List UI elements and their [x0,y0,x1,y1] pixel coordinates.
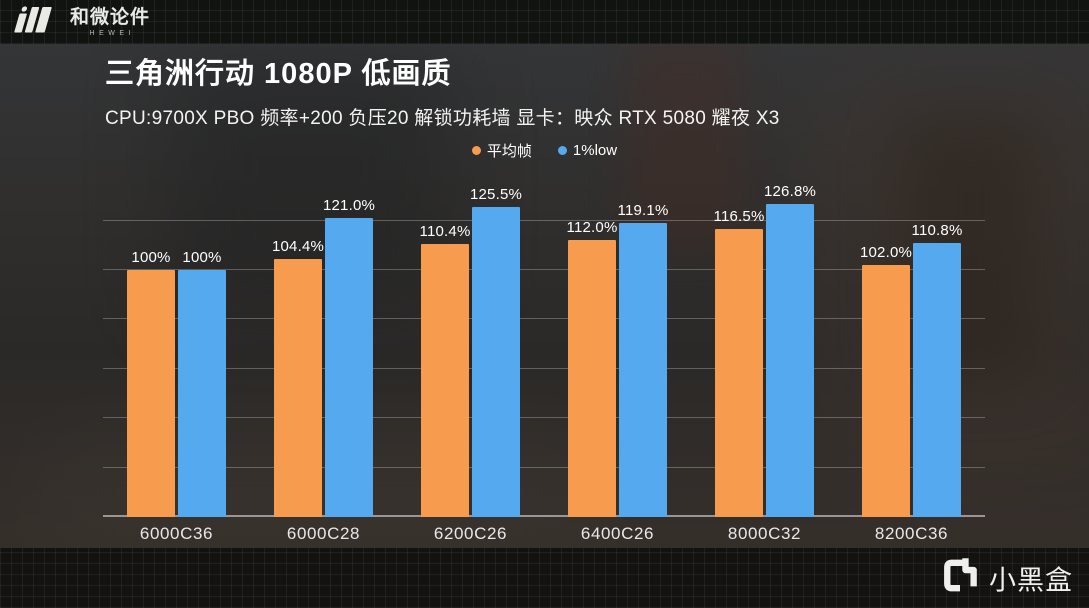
bar-avg: 116.5% [714,208,764,517]
bar-value-label: 110.8% [911,222,963,240]
bar-value-label: 126.8% [763,182,817,200]
gridline [103,318,985,320]
bar-low: 110.8% [912,222,962,517]
chart-title: 三角洲行动 1080P 低画质 [105,58,452,90]
bar-low: 125.5% [470,186,522,517]
top-banner: 和微论件 HEWEI [0,0,1089,44]
gridline [103,417,985,419]
legend-dot-low [557,146,567,155]
bar-value-label: 119.1% [617,201,669,219]
bar-value-label: 116.5% [713,208,765,226]
bar-value-label: 112.0% [566,219,618,237]
bar-low: 126.8% [764,183,816,517]
bar-avg: 102.0% [860,244,912,517]
bar-value-label: 102.0% [859,244,913,262]
watermark: 小黑盒 [940,556,1073,601]
gridline [103,466,985,468]
bar-group: 102.0% 110.8% 8200C36 [838,190,985,543]
chart-plot: 100% 100% 6000C36 104.4% 121.0% 6000C28 110.4%… [103,183,985,543]
bar-avg: 110.4% [420,223,470,517]
gridline [103,269,985,270]
heybox-logo-icon [940,556,980,601]
bar-group: 116.5% 126.8% 8000C32 [691,183,838,543]
x-axis-label: 6400C26 [580,524,655,543]
chart-legend: 平均帧 1%low [0,140,1089,161]
x-axis-label: 6000C36 [139,524,214,543]
chart-subtitle: CPU:9700X PBO 频率+200 负压20 解锁功耗墙 显卡：映众 RT… [105,108,780,129]
bar-value-label: 100% [182,249,222,266]
bar-value-label: 110.4% [419,223,471,241]
bar-low: 100% [178,249,226,517]
gridline [103,367,985,369]
legend-label-low: 1%low [572,142,618,159]
watermark-name: 小黑盒 [989,565,1073,596]
bottom-banner: 小黑盒 [0,548,1089,608]
bar-avg: 100% [127,249,175,517]
brand-name: 和微论件 [70,6,151,28]
brand-subname: HEWEI [89,29,135,37]
bar-low: 119.1% [618,202,668,517]
bar-group: 100% 100% 6000C36 [103,190,250,543]
bar-value-label: 104.4% [271,238,325,256]
x-axis-label: 8200C36 [874,524,949,543]
legend-item-avg: 平均帧 [471,140,532,161]
gridline [103,219,985,221]
x-axis-label: 6000C28 [286,524,361,543]
bar-avg: 112.0% [567,219,617,517]
bar-group: 112.0% 119.1% 6400C26 [544,190,691,543]
bar-group: 110.4% 125.5% 6200C26 [397,186,544,543]
x-axis-line [103,515,985,517]
bar-value-label: 125.5% [469,186,523,204]
brand: 和微论件 HEWEI [0,0,1089,44]
bar-value-label: 121.0% [322,197,376,215]
hewei-logo-icon [13,5,59,40]
legend-dot-avg [471,146,481,155]
bar-group: 104.4% 121.0% 6000C28 [250,190,397,543]
bar-value-label: 100% [131,249,171,266]
x-axis-label: 6200C26 [433,524,508,543]
x-axis-label: 8000C32 [727,524,802,543]
brand-text: 和微论件 HEWEI [70,8,150,37]
legend-item-low: 1%low [557,140,618,161]
bar-avg: 104.4% [272,238,324,517]
bar-groups: 100% 100% 6000C36 104.4% 121.0% 6000C28 110.4%… [103,183,985,543]
bar-low: 121.0% [323,197,375,517]
legend-label-avg: 平均帧 [486,143,532,160]
